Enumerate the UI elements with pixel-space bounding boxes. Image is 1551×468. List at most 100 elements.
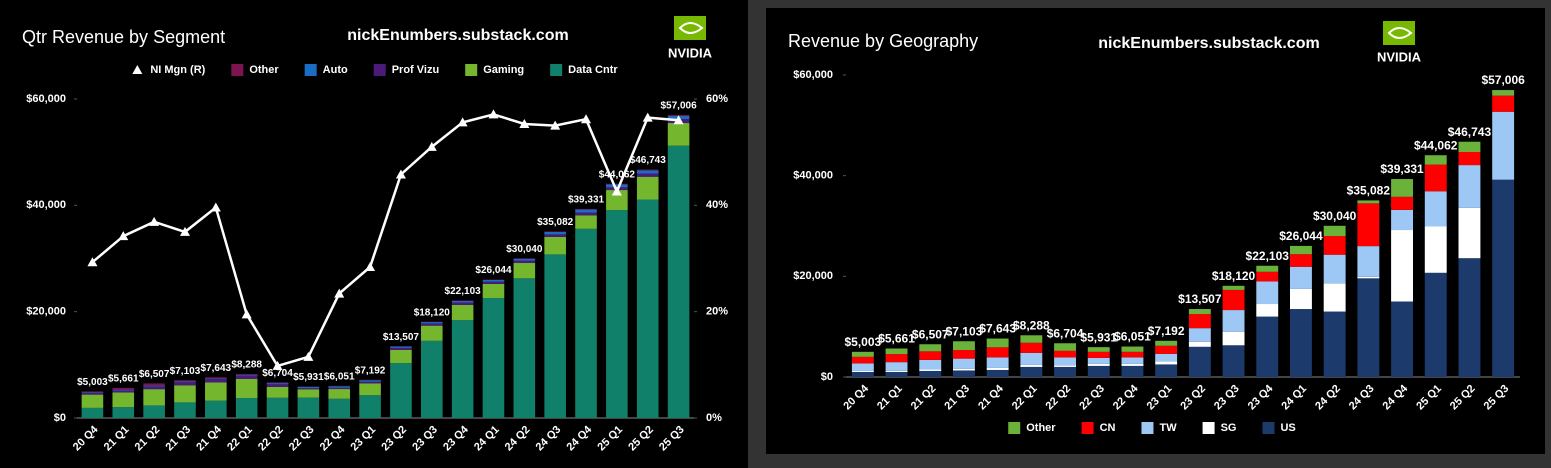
logo-text: NVIDIA <box>1377 49 1422 64</box>
bar-segment <box>1121 346 1144 352</box>
data-label: $7,643 <box>201 363 232 374</box>
bar-segment <box>885 370 908 372</box>
bar-segment <box>1323 236 1346 255</box>
bar-segment <box>986 347 1009 358</box>
bar-segment <box>919 370 942 377</box>
data-label: $7,103 <box>946 324 983 338</box>
line-marker <box>179 226 190 236</box>
bar-segment <box>919 344 942 352</box>
bar-segment <box>1054 343 1077 351</box>
bar-segment <box>112 392 135 408</box>
data-label: $13,507 <box>1178 292 1222 306</box>
bar-segment <box>1054 365 1077 367</box>
bar-segment <box>205 378 227 380</box>
bar-segment <box>1020 342 1043 353</box>
y2-tick-label: 20% <box>706 306 728 318</box>
data-label: $7,192 <box>1148 324 1185 338</box>
bar-segment <box>986 357 1009 368</box>
bar-segment <box>451 302 474 305</box>
line-marker <box>426 141 437 151</box>
bar-segment <box>420 340 443 418</box>
data-label: $6,704 <box>1047 326 1084 340</box>
bar-segment <box>451 320 474 418</box>
legend-label: NI Mgn (R) <box>150 64 205 76</box>
bar-segment <box>81 391 104 393</box>
bar-segment <box>513 258 536 261</box>
bar-segment <box>143 383 165 386</box>
bar-segment <box>1188 328 1211 342</box>
bar-segment <box>1222 331 1245 346</box>
line-marker <box>550 120 561 130</box>
bar-segment <box>1458 165 1481 208</box>
data-label: $46,743 <box>1448 125 1492 139</box>
legend-marker <box>465 64 478 76</box>
y2-tick-label: 40% <box>706 199 728 211</box>
bar-segment <box>143 405 165 418</box>
bar-segment <box>575 212 597 216</box>
bar-segment <box>390 347 412 350</box>
bar-segment <box>235 375 258 379</box>
bar-segment <box>390 363 412 418</box>
logo: NVIDIA <box>668 16 713 60</box>
bar-segment <box>81 392 104 395</box>
bar-segment <box>1054 366 1077 377</box>
bar-segment <box>174 382 196 386</box>
bar-segment <box>1188 341 1211 347</box>
data-label: $35,082 <box>1347 184 1391 198</box>
bar-segment <box>1087 351 1110 358</box>
bar-segment <box>1155 364 1178 377</box>
bar-segment <box>390 349 412 364</box>
data-label: $6,704 <box>262 368 293 379</box>
bar-segment <box>952 368 975 371</box>
bar-segment <box>606 184 628 188</box>
data-label: $26,044 <box>1279 229 1323 243</box>
bar-segment <box>1087 347 1110 352</box>
data-label: $39,331 <box>568 195 605 206</box>
data-label: $30,040 <box>506 244 543 255</box>
line-marker <box>149 216 160 226</box>
bar-segment <box>174 385 196 403</box>
bar-segment <box>1188 346 1211 377</box>
legend-label: Gaming <box>483 64 524 76</box>
bar-segment <box>1458 141 1481 153</box>
bar-segment <box>205 400 227 418</box>
panel <box>766 8 1545 454</box>
data-label: $26,044 <box>475 265 512 276</box>
bar-segment <box>1289 309 1312 377</box>
bar-segment <box>544 231 566 232</box>
bar-segment <box>636 176 659 200</box>
bar-segment <box>81 407 104 418</box>
legend-label: Data Cntr <box>568 64 618 76</box>
line-marker <box>581 114 592 124</box>
data-label: $5,931 <box>293 372 324 383</box>
line <box>91 113 679 368</box>
bar-segment <box>266 384 289 387</box>
line-marker <box>334 288 345 298</box>
bar-segment <box>885 362 908 371</box>
bar-segment <box>81 394 104 408</box>
bar-segment <box>952 370 975 377</box>
bar-segment <box>359 395 381 418</box>
bar-segment <box>1020 366 1043 377</box>
y-tick-label: $40,000 <box>26 199 66 211</box>
data-label: $5,661 <box>108 374 139 385</box>
bar-segment <box>1357 278 1380 377</box>
bar-segment <box>359 380 381 382</box>
bar-segment <box>482 283 505 299</box>
bar-segment <box>1357 276 1380 279</box>
bar-segment <box>919 359 942 370</box>
bar-segment <box>885 371 908 377</box>
bar-segment <box>1121 363 1144 366</box>
bar-segment <box>1289 254 1312 267</box>
bar-segment <box>544 254 566 418</box>
bar-segment <box>482 279 505 282</box>
bar-segment <box>575 228 597 418</box>
bar-segment <box>1323 283 1346 312</box>
bar-segment <box>1222 285 1245 290</box>
bar-segment <box>297 397 320 418</box>
legend-label: Auto <box>323 64 348 76</box>
line-marker <box>488 109 499 119</box>
bar-segment <box>513 263 536 279</box>
bar-segment <box>205 382 227 401</box>
bar-segment <box>1458 152 1481 166</box>
